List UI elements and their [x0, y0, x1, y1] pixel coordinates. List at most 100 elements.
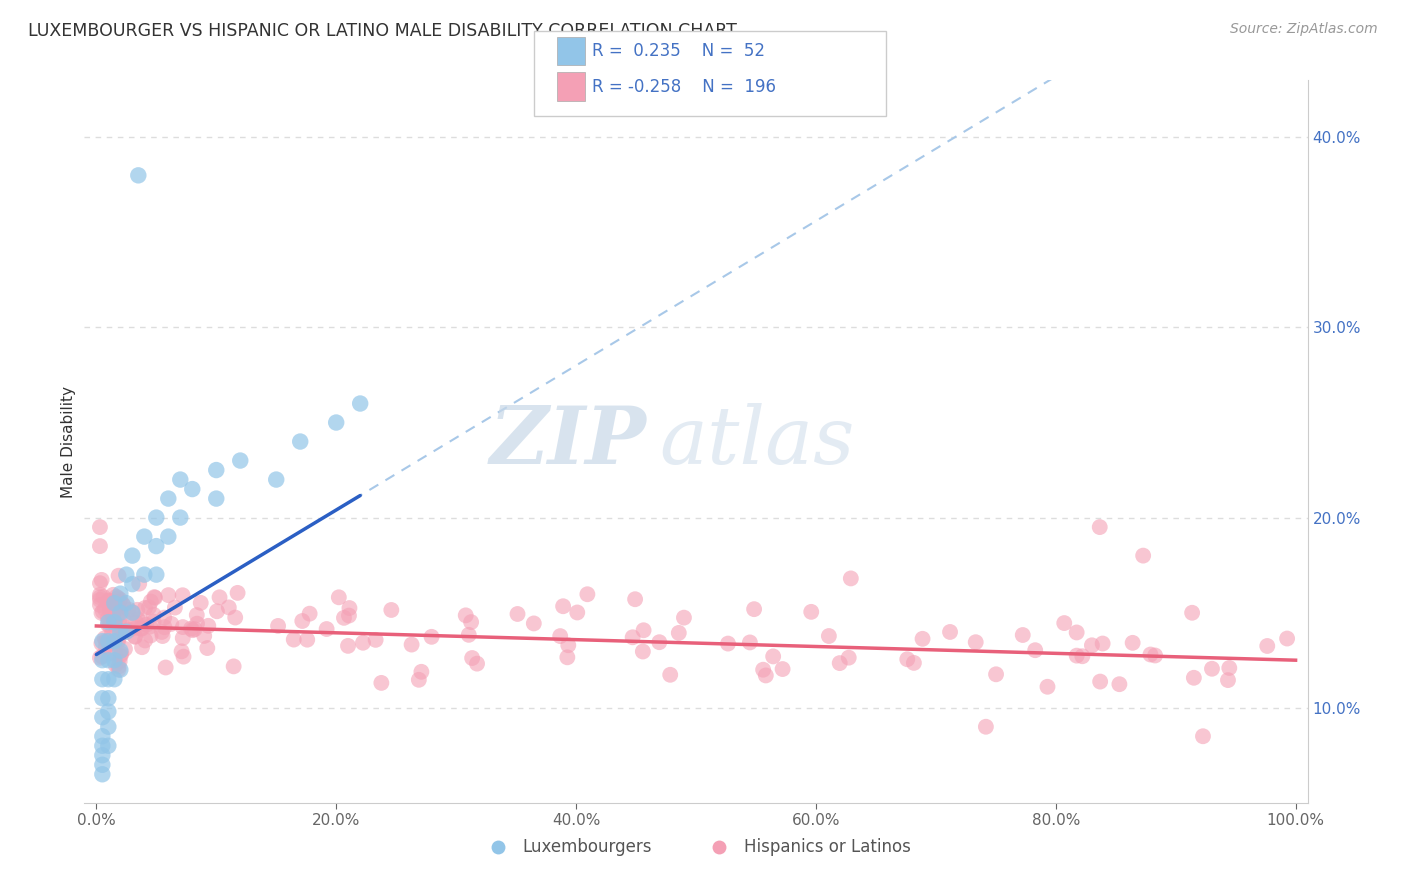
Point: [155, 660, 177, 674]
Point: [772, 662, 794, 676]
Point: [103, 613, 125, 627]
Point: [186, 616, 208, 631]
Point: [145, 539, 167, 553]
Point: [226, 586, 249, 600]
Point: [98, 593, 121, 607]
Point: [548, 629, 571, 643]
Point: [157, 530, 180, 544]
Point: [97, 739, 120, 753]
Point: [672, 610, 695, 624]
Point: [800, 605, 823, 619]
Point: [1182, 671, 1205, 685]
Point: [89, 576, 111, 591]
Point: [352, 636, 374, 650]
Point: [1181, 606, 1204, 620]
Point: [752, 663, 775, 677]
Point: [143, 590, 166, 604]
Point: [89, 650, 111, 665]
Text: R = -0.258    N =  196: R = -0.258 N = 196: [592, 78, 776, 95]
Point: [103, 634, 125, 648]
Point: [134, 633, 156, 648]
Point: [97, 705, 120, 719]
Point: [98, 603, 121, 617]
Point: [134, 601, 156, 615]
Point: [107, 659, 129, 673]
Point: [115, 567, 138, 582]
Point: [105, 590, 128, 604]
Point: [93, 632, 115, 646]
Point: [169, 510, 191, 524]
Point: [121, 577, 143, 591]
Point: [408, 673, 430, 687]
Point: [290, 434, 312, 449]
Point: [93, 590, 115, 604]
Point: [163, 600, 186, 615]
Point: [90, 606, 112, 620]
Point: [94, 634, 117, 648]
Point: [903, 656, 925, 670]
Point: [337, 608, 360, 623]
Y-axis label: Male Disability: Male Disability: [60, 385, 76, 498]
Point: [101, 626, 124, 640]
Point: [457, 628, 479, 642]
Point: [104, 658, 127, 673]
Point: [107, 663, 129, 677]
Point: [98, 637, 121, 651]
Point: [153, 610, 176, 624]
Text: atlas: atlas: [659, 403, 855, 480]
Point: [1122, 636, 1144, 650]
Point: [89, 539, 111, 553]
Point: [1091, 636, 1114, 650]
Legend: Luxembourgers, Hispanics or Latinos: Luxembourgers, Hispanics or Latinos: [474, 831, 918, 863]
Point: [89, 593, 111, 607]
Point: [125, 615, 148, 630]
Point: [1108, 677, 1130, 691]
Point: [205, 604, 228, 618]
Point: [181, 482, 204, 496]
Point: [97, 720, 120, 734]
Point: [1024, 643, 1046, 657]
Point: [110, 624, 132, 639]
Point: [134, 530, 156, 544]
Point: [1011, 628, 1033, 642]
Point: [104, 647, 127, 661]
Point: [94, 602, 117, 616]
Point: [97, 611, 120, 625]
Point: [124, 630, 146, 644]
Point: [1275, 632, 1298, 646]
Point: [89, 598, 111, 612]
Point: [97, 634, 120, 648]
Point: [576, 587, 599, 601]
Point: [315, 622, 337, 636]
Point: [103, 596, 125, 610]
Point: [325, 416, 347, 430]
Point: [142, 607, 165, 622]
Point: [1053, 616, 1076, 631]
Point: [283, 632, 305, 647]
Point: [115, 624, 138, 638]
Point: [911, 632, 934, 646]
Point: [91, 757, 114, 772]
Point: [107, 634, 129, 648]
Point: [380, 603, 402, 617]
Point: [742, 602, 765, 616]
Point: [965, 635, 987, 649]
Point: [298, 607, 321, 621]
Text: R =  0.235    N =  52: R = 0.235 N = 52: [592, 42, 765, 60]
Point: [91, 634, 114, 648]
Point: [370, 676, 392, 690]
Point: [193, 629, 215, 643]
Point: [115, 596, 138, 610]
Point: [89, 588, 111, 602]
Point: [170, 644, 193, 658]
Point: [1071, 649, 1094, 664]
Point: [103, 615, 125, 630]
Point: [131, 615, 153, 630]
Point: [839, 571, 862, 585]
Point: [124, 629, 146, 643]
Point: [183, 622, 205, 636]
Point: [108, 654, 131, 668]
Point: [104, 599, 127, 613]
Point: [420, 630, 443, 644]
Point: [624, 592, 647, 607]
